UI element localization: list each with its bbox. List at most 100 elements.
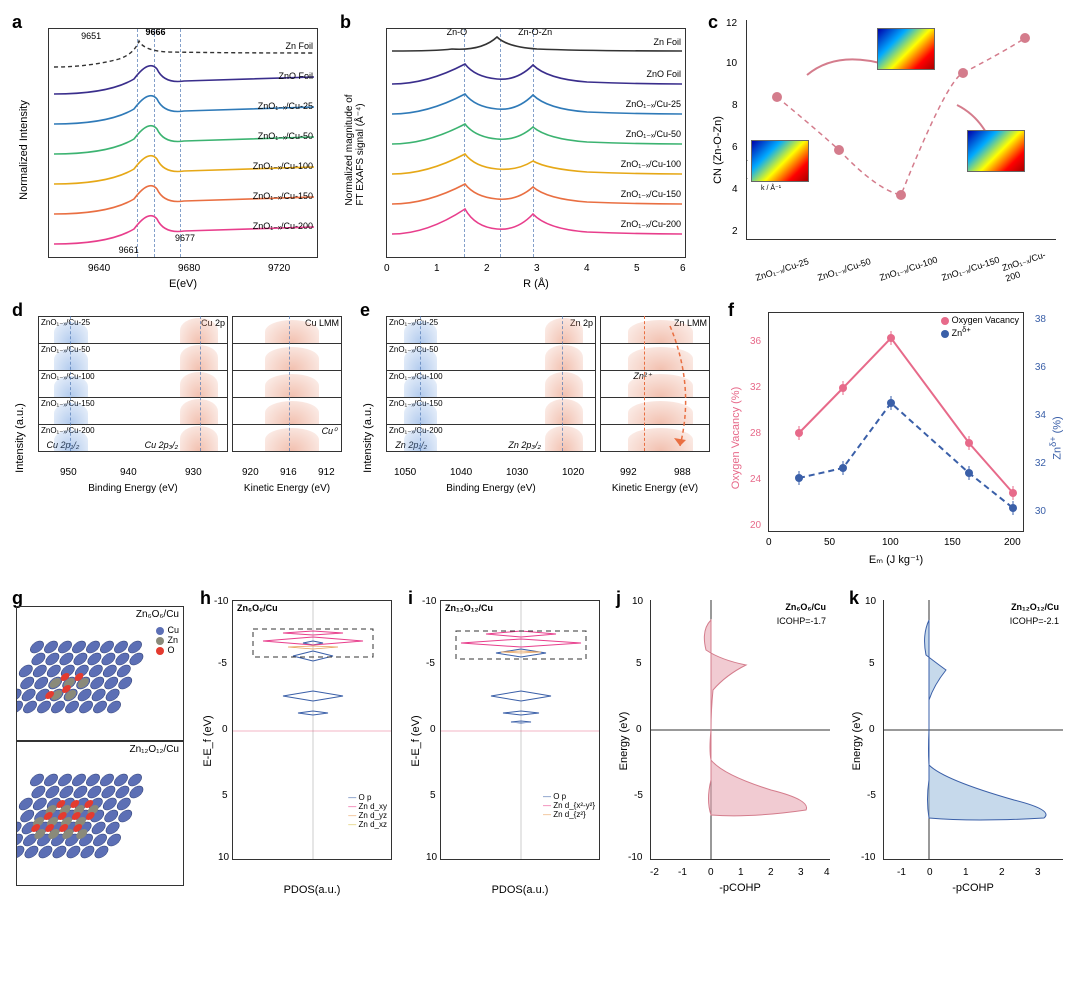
sl-a-1: ZnO Foil xyxy=(278,71,313,81)
d-r-1 xyxy=(232,343,342,371)
e-left-col: ZnO₁₋ₓ/Cu-25Zn 2p ZnO₁₋ₓ/Cu-50 ZnO₁₋ₓ/Cu… xyxy=(386,316,596,451)
j-xt-4: 2 xyxy=(768,867,774,878)
panel-a-label: a xyxy=(12,12,22,33)
k-xt-4: 3 xyxy=(1035,867,1041,878)
panel-j: j Energy (eV) Zn₆O₆/Cu ICOHP=-1.7 10 5 0… xyxy=(614,586,839,896)
panel-d-xlabel-r: Kinetic Energy (eV) xyxy=(232,483,342,494)
f-yr-34: 34 xyxy=(1035,410,1046,421)
g-model-1: Zn₆O₆/Cu Cu Zn O xyxy=(16,606,184,741)
panel-e-xlabel-r: Kinetic Energy (eV) xyxy=(600,483,710,494)
k-yt-3: -5 xyxy=(867,790,876,801)
j-ann: ICOHP=-1.7 xyxy=(777,616,826,626)
sl-a-2: ZnO₁₋ₓ/Cu-25 xyxy=(258,101,313,112)
b-xt-2: 2 xyxy=(484,263,490,274)
sl-a-0: Zn Foil xyxy=(285,41,313,51)
e-ref-l2 xyxy=(562,316,563,451)
c-yt-8: 8 xyxy=(732,100,738,111)
ann-9661: 9661 xyxy=(119,245,139,255)
panel-j-xlabel: -pCOHP xyxy=(650,882,830,894)
d-r-0: Cu LMM xyxy=(232,316,342,344)
j-yt-0: 10 xyxy=(632,596,643,607)
panel-b-xlabel: R (Å) xyxy=(386,278,686,290)
d-xt-1: 940 xyxy=(120,467,137,478)
sl-a-3: ZnO₁₋ₓ/Cu-50 xyxy=(258,131,313,142)
f-yl-20: 20 xyxy=(750,520,761,531)
i-yt-2: 0 xyxy=(430,724,436,735)
panel-c-chart: (R + α) / Å k / Å⁻¹ xyxy=(746,20,1056,240)
panel-k-chart: Zn₁₂O₁₂/Cu ICOHP=-2.1 xyxy=(883,600,1063,860)
k-yt-1: 5 xyxy=(869,658,875,669)
e-xt-1: 1040 xyxy=(450,467,472,478)
panel-d-label: d xyxy=(12,300,23,321)
f-legend: Oxygen Vacancy Znδ+ xyxy=(941,315,1019,338)
f-xt-1: 50 xyxy=(824,537,835,548)
sl-b-5: ZnO₁₋ₓ/Cu-150 xyxy=(621,189,681,200)
panel-c-ylabel: CN (Zn-O-Zn) xyxy=(712,116,724,184)
panel-f-xlabel: Eₘ (J kg⁻¹) xyxy=(768,553,1024,566)
panel-h-label: h xyxy=(200,588,211,609)
e-xt-0: 1050 xyxy=(394,467,416,478)
f-leg-1: Znδ+ xyxy=(952,328,971,338)
d-xr-2: 912 xyxy=(318,467,335,478)
g-legend: Cu Zn O xyxy=(156,625,179,655)
panel-a: a Normalized Intensity xyxy=(10,10,330,290)
c-yt-6: 6 xyxy=(732,142,738,153)
e-xt-2: 1030 xyxy=(506,467,528,478)
f-yl-24: 24 xyxy=(750,474,761,485)
panel-i: i E-E_f (eV) Zn₁₂O₁₂/Cu xyxy=(406,586,606,896)
j-xt-2: 0 xyxy=(708,867,714,878)
panel-c: c CN (Zn-O-Zn) xyxy=(706,10,1066,290)
inset-xlbl-1: k / Å⁻¹ xyxy=(761,184,781,192)
f-yr-32: 32 xyxy=(1035,458,1046,469)
d-ref-r1 xyxy=(289,316,290,451)
k-ann: ICOHP=-2.1 xyxy=(1010,616,1059,626)
g-m2-title: Zn₁₂O₁₂/Cu xyxy=(129,744,179,755)
panel-a-ylabel: Normalized Intensity xyxy=(18,100,30,200)
d-xt-0: 950 xyxy=(60,467,77,478)
i-svg xyxy=(441,601,600,860)
sl-b-2: ZnO₁₋ₓ/Cu-25 xyxy=(626,99,681,110)
f-yr-36: 36 xyxy=(1035,362,1046,373)
h-legend: — O p — Zn d_xy — Zn d_yz — Zn d_xz xyxy=(348,793,387,829)
h-yt-1: -5 xyxy=(218,658,227,669)
b-xt-3: 3 xyxy=(534,263,540,274)
j-xt-3: 1 xyxy=(738,867,744,878)
panel-d-xlabel-l: Binding Energy (eV) xyxy=(38,483,228,494)
e-ref-l1 xyxy=(420,316,421,451)
i-yt-1: -5 xyxy=(426,658,435,669)
k-xt-1: 0 xyxy=(927,867,933,878)
panel-i-xlabel: PDOS(a.u.) xyxy=(440,884,600,896)
j-xt-5: 3 xyxy=(798,867,804,878)
panel-b-chart: Zn-O Zn-Zn Zn-O-Zn Zn Foil ZnO Foil ZnO₁… xyxy=(386,28,686,258)
h-yt-0: -10 xyxy=(214,596,228,607)
c-xcats: ZnO₁₋ₓ/Cu-25 ZnO₁₋ₓ/Cu-50 ZnO₁₋ₓ/Cu-100 … xyxy=(746,250,1056,290)
ann-9651: 9651 xyxy=(81,31,101,41)
d-left-col: ZnO₁₋ₓ/Cu-25Cu 2p ZnO₁₋ₓ/Cu-50 ZnO₁₋ₓ/Cu… xyxy=(38,316,228,451)
c-x-4: ZnO₁₋ₓ/Cu-200 xyxy=(1001,247,1057,283)
sl-b-1: ZnO Foil xyxy=(646,69,681,79)
f-yl-36: 36 xyxy=(750,336,761,347)
g-model-2: Zn₁₂O₁₂/Cu xyxy=(16,741,184,886)
f-yl-32: 32 xyxy=(750,382,761,393)
panel-b-label: b xyxy=(340,12,351,33)
j-xt-0: -2 xyxy=(650,867,659,878)
j-yt-2: 0 xyxy=(636,724,642,735)
sl-a-6: ZnO₁₋ₓ/Cu-200 xyxy=(253,221,313,232)
sl-a-5: ZnO₁₋ₓ/Cu-150 xyxy=(253,191,313,202)
j-title: Zn₆O₆/Cu xyxy=(785,602,826,612)
b-xt-0: 0 xyxy=(384,263,390,274)
f-yr-38: 38 xyxy=(1035,314,1046,325)
panel-f-ylabel: Oxygen Vacancy (%) xyxy=(730,387,742,490)
d-right-col: Cu LMM Cu⁰ xyxy=(232,316,342,451)
k-yt-0: 10 xyxy=(865,596,876,607)
panel-e-xlabel-l: Binding Energy (eV) xyxy=(386,483,596,494)
j-yt-1: 5 xyxy=(636,658,642,669)
panel-k-xlabel: -pCOHP xyxy=(883,882,1063,894)
ann-9666: 9666 xyxy=(145,28,165,37)
e-xr-1: 988 xyxy=(674,467,691,478)
e-row-2: ZnO₁₋ₓ/Cu-100 xyxy=(386,370,596,398)
c-yt-4: 4 xyxy=(732,184,738,195)
panel-e: e Intensity (a.u.) ZnO₁₋ₓ/Cu-25Zn 2p ZnO… xyxy=(358,298,718,578)
c-x-1: ZnO₁₋ₓ/Cu-50 xyxy=(816,256,872,284)
c-x-3: ZnO₁₋ₓ/Cu-150 xyxy=(940,255,1001,284)
